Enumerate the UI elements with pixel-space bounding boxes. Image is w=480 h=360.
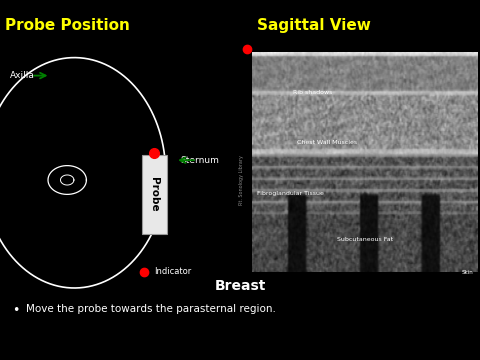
Text: Rt. Sonology Library: Rt. Sonology Library (239, 155, 244, 205)
Text: Move the probe towards the parasternal region.: Move the probe towards the parasternal r… (26, 304, 276, 314)
Text: Breast: Breast (214, 279, 266, 293)
Text: Probe Position: Probe Position (5, 18, 130, 33)
Text: Chest Wall Muscles: Chest Wall Muscles (297, 140, 357, 145)
Text: Rib shadows: Rib shadows (293, 90, 332, 95)
FancyBboxPatch shape (142, 155, 167, 234)
Text: Sternum: Sternum (180, 156, 219, 165)
Text: Axilla: Axilla (10, 71, 35, 80)
Text: Skin: Skin (461, 270, 473, 275)
Text: Fibroglandular Tissue: Fibroglandular Tissue (256, 190, 324, 195)
Text: •: • (12, 304, 19, 317)
Text: Probe: Probe (149, 177, 159, 212)
Text: Sagittal View: Sagittal View (257, 18, 371, 33)
Text: Subcutaneous Fat: Subcutaneous Fat (337, 237, 393, 242)
Text: Indicator: Indicator (155, 267, 192, 276)
